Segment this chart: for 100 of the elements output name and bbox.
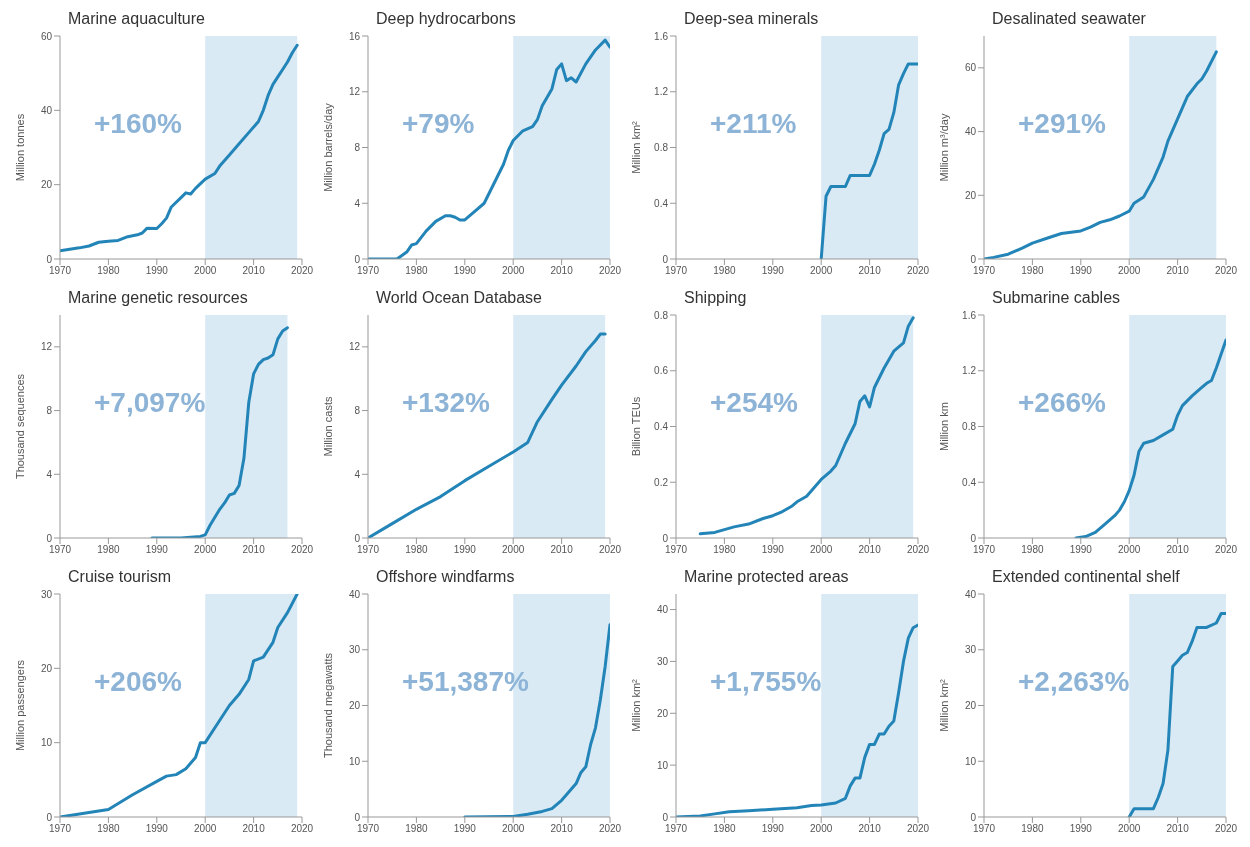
y-axis-title: Million km	[937, 402, 950, 451]
x-tick-label: 1990	[761, 823, 785, 835]
x-tick-label: 1970	[972, 265, 996, 277]
x-tick-label: 1980	[405, 823, 428, 835]
x-tick-label: 1980	[713, 823, 736, 835]
chart-title: Desalinated seawater	[992, 10, 1146, 28]
y-tick-label: 0.2	[654, 476, 669, 488]
y-tick-label: 8	[354, 142, 361, 154]
x-tick-label: 1970	[48, 265, 72, 277]
annotation: +211%	[710, 108, 797, 140]
y-tick-label: 4	[354, 468, 361, 480]
chart-title: Deep hydrocarbons	[376, 10, 516, 28]
x-tick-label: 1990	[453, 823, 477, 835]
x-tick-label: 2000	[810, 265, 833, 277]
x-tick-label: 2010	[1166, 823, 1190, 835]
x-tick-label: 1970	[356, 544, 380, 556]
line-series	[60, 43, 299, 253]
y-axis-title: Million barrels/day	[321, 102, 334, 192]
y-tick-label: 40	[964, 588, 977, 600]
y-tick-label: 12	[40, 341, 53, 353]
y-tick-label: 0	[46, 253, 53, 265]
y-tick-label: 0	[970, 811, 977, 823]
y-axis-title: Million passengers	[13, 659, 26, 752]
y-axis-title: Million km²	[629, 120, 642, 174]
y-tick-label: 16	[348, 30, 361, 42]
x-tick-label: 1970	[664, 265, 688, 277]
y-axis-title: Million km²	[937, 678, 950, 732]
y-tick-label: 0	[354, 532, 361, 544]
annotation: +266%	[1018, 387, 1106, 419]
x-tick-label: 1990	[145, 265, 169, 277]
y-tick-label: 10	[348, 755, 361, 767]
x-tick-label: 1970	[356, 823, 380, 835]
chart-title: Deep-sea minerals	[684, 10, 819, 28]
y-tick-label: 4	[354, 197, 361, 209]
y-tick-label: 20	[964, 189, 977, 201]
x-tick-label: 2020	[290, 265, 314, 277]
y-tick-label: 0	[46, 811, 53, 823]
y-tick-label: 0.4	[654, 421, 669, 433]
annotation: +51,387%	[402, 666, 529, 698]
y-tick-label: 60	[40, 30, 53, 42]
x-tick-label: 2000	[194, 823, 217, 835]
y-tick-label: 20	[40, 179, 53, 191]
x-tick-label: 2020	[290, 823, 314, 835]
x-tick-label: 2020	[1214, 823, 1238, 835]
y-tick-label: 20	[348, 700, 361, 712]
y-tick-label: 10	[40, 737, 53, 749]
y-tick-label: 8	[354, 405, 361, 417]
x-tick-label: 1970	[972, 544, 996, 556]
x-tick-label: 1980	[97, 823, 120, 835]
x-tick-label: 1970	[48, 544, 72, 556]
x-tick-label: 1980	[1021, 544, 1044, 556]
x-tick-label: 2000	[1118, 823, 1141, 835]
chart-title: Marine genetic resources	[68, 289, 248, 307]
x-tick-label: 2000	[502, 823, 525, 835]
y-axis-title: Thousand megawatts	[321, 652, 334, 759]
x-tick-label: 1990	[761, 544, 785, 556]
y-tick-label: 30	[40, 588, 53, 600]
y-tick-label: 0	[354, 811, 361, 823]
chart-title: Marine aquaculture	[68, 10, 205, 28]
y-tick-label: 20	[964, 700, 977, 712]
chart-title: Extended continental shelf	[992, 568, 1180, 586]
x-tick-label: 2010	[242, 265, 266, 277]
x-tick-label: 1990	[145, 544, 169, 556]
y-tick-label: 10	[656, 759, 669, 771]
x-tick-label: 1980	[1021, 823, 1044, 835]
x-tick-label: 2020	[906, 544, 930, 556]
y-tick-label: 30	[656, 655, 669, 667]
x-tick-label: 2000	[1118, 265, 1141, 277]
x-tick-label: 2010	[550, 265, 574, 277]
y-tick-label: 0	[662, 811, 669, 823]
x-tick-label: 2020	[1214, 544, 1238, 556]
y-tick-label: 0.8	[654, 309, 669, 321]
x-tick-label: 1980	[405, 265, 428, 277]
y-tick-label: 0	[354, 253, 361, 265]
y-tick-label: 0	[662, 253, 669, 265]
x-tick-label: 2020	[906, 265, 930, 277]
x-tick-label: 2000	[194, 544, 217, 556]
x-tick-label: 1970	[664, 544, 688, 556]
chart-title: Marine protected areas	[684, 568, 849, 586]
x-tick-label: 1980	[713, 265, 736, 277]
y-tick-label: 0	[970, 532, 977, 544]
y-axis-title: Million m³/day	[937, 113, 950, 182]
x-tick-label: 2010	[550, 823, 574, 835]
y-axis-title: Million tonnes	[13, 113, 26, 182]
y-tick-label: 40	[964, 126, 977, 138]
annotation: +79%	[402, 108, 475, 140]
x-tick-label: 2010	[858, 823, 882, 835]
x-tick-label: 2020	[1214, 265, 1238, 277]
x-tick-label: 2010	[242, 823, 266, 835]
y-tick-label: 40	[348, 588, 361, 600]
x-tick-label: 1990	[453, 265, 477, 277]
x-tick-label: 1990	[1069, 823, 1093, 835]
y-tick-label: 1.2	[962, 365, 977, 377]
y-tick-label: 20	[656, 707, 669, 719]
y-tick-label: 0	[46, 532, 53, 544]
x-tick-label: 1990	[453, 544, 477, 556]
x-tick-label: 2010	[1166, 265, 1190, 277]
x-tick-label: 2000	[810, 823, 833, 835]
x-tick-label: 1970	[972, 823, 996, 835]
y-tick-label: 0.4	[654, 197, 669, 209]
